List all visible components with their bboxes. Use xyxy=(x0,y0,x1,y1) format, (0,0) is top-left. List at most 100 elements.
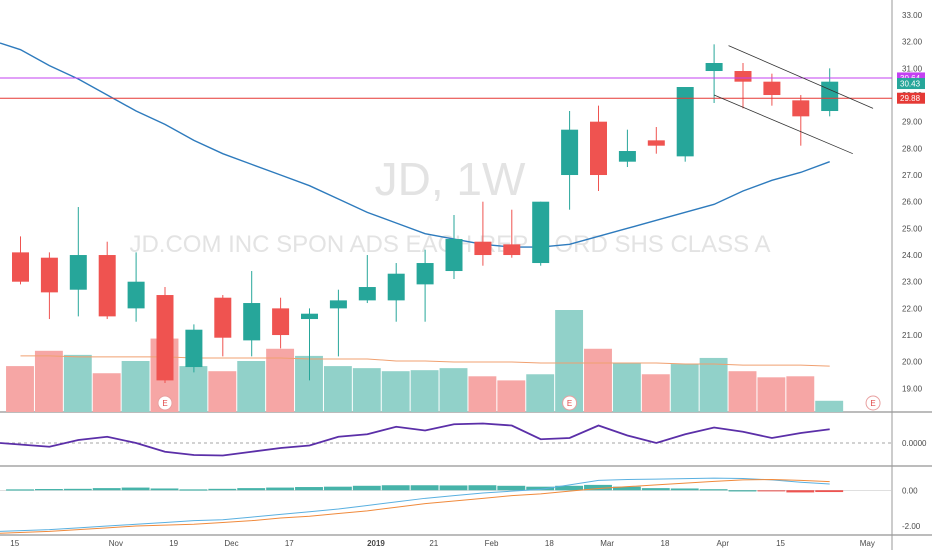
price-tick-label: 29.00 xyxy=(902,118,923,127)
earnings-marker-label: E xyxy=(567,399,572,408)
earnings-marker[interactable] xyxy=(157,395,173,411)
time-tick-label: Feb xyxy=(485,539,499,548)
candle-body[interactable] xyxy=(185,329,203,368)
candle-body[interactable] xyxy=(676,87,694,157)
macd-histogram-bar xyxy=(6,489,34,491)
volume-ma-line xyxy=(20,355,830,367)
candle-body[interactable] xyxy=(561,129,579,176)
time-tick-label: Mar xyxy=(600,539,614,548)
candle-body[interactable] xyxy=(734,71,752,82)
candle-body[interactable] xyxy=(156,295,174,381)
candle-body[interactable] xyxy=(474,241,492,256)
trend-channel-line xyxy=(728,45,874,109)
price-tag-label: 30.43 xyxy=(900,80,921,89)
volume-bar xyxy=(381,371,410,412)
volume-bar xyxy=(786,376,815,412)
candle-body[interactable] xyxy=(40,257,58,293)
candle-body[interactable] xyxy=(532,201,550,264)
macd-histogram-bar xyxy=(786,490,815,493)
candle-body[interactable] xyxy=(358,287,376,301)
volume-bar xyxy=(641,374,670,412)
candle-body[interactable] xyxy=(301,313,318,320)
macd-histogram-bar xyxy=(63,488,92,491)
trend-channel-line xyxy=(713,94,853,155)
candle-body[interactable] xyxy=(329,300,347,309)
candle-body[interactable] xyxy=(590,121,607,176)
candle-body[interactable] xyxy=(503,244,521,256)
price-tick-label: 20.00 xyxy=(902,358,923,367)
moving-average-layer xyxy=(0,42,830,248)
macd-histogram-bar xyxy=(728,490,757,492)
macd-histogram-bar xyxy=(699,489,728,491)
volume-bar xyxy=(323,366,352,412)
macd-histogram-bar xyxy=(584,484,612,491)
candle-body[interactable] xyxy=(792,100,810,117)
price-tick-label: 27.00 xyxy=(902,171,923,180)
price-tick-label: 24.00 xyxy=(902,251,923,260)
macd-tick-label: 0.00 xyxy=(902,486,918,495)
volume-bar xyxy=(179,366,208,412)
candle-body[interactable] xyxy=(69,255,87,290)
oscillator-tick-label: 0.0000 xyxy=(902,439,927,448)
time-tick-label: 15 xyxy=(10,539,19,548)
earnings-marker[interactable] xyxy=(562,395,578,411)
time-tick-label: 21 xyxy=(429,539,438,548)
volume-bar xyxy=(266,348,295,412)
volume-bar xyxy=(34,350,63,412)
time-tick-label: 17 xyxy=(285,539,294,548)
candle-body[interactable] xyxy=(416,263,434,285)
candle-body[interactable] xyxy=(618,151,636,162)
candle-body[interactable] xyxy=(821,81,839,112)
price-tick-label: 19.00 xyxy=(902,384,923,393)
volume-bar xyxy=(6,366,34,412)
earnings-marker-label: E xyxy=(162,399,167,408)
macd-histogram-bar xyxy=(641,488,670,491)
volume-bar xyxy=(352,368,381,412)
price-tag-box xyxy=(897,78,925,90)
candle-body[interactable] xyxy=(445,239,463,272)
candle-body[interactable] xyxy=(272,308,290,336)
time-tick-label: 15 xyxy=(776,539,785,548)
macd-line xyxy=(0,477,830,532)
macd-histogram-bar xyxy=(410,485,439,491)
macd-histogram-bar xyxy=(295,487,323,491)
price-tick-label: 31.00 xyxy=(902,64,923,73)
oscillator-line xyxy=(0,422,830,457)
volume-layer xyxy=(6,310,844,412)
volume-bar xyxy=(670,364,699,412)
time-tick-label: Apr xyxy=(717,539,730,548)
candle-body[interactable] xyxy=(127,281,145,309)
earnings-marker[interactable] xyxy=(865,395,881,411)
time-axis[interactable]: 15 Nov 19 Dec 17 2019 21 Feb 18 Mar 18 Apr 15 May xyxy=(10,539,875,548)
candle-body[interactable] xyxy=(98,255,116,317)
candle-body[interactable] xyxy=(214,297,232,338)
macd-histogram-bar xyxy=(381,485,410,491)
candle-body[interactable] xyxy=(647,140,665,146)
candle-body[interactable] xyxy=(12,252,29,282)
time-tick-label: Nov xyxy=(109,539,123,548)
macd-histogram-bar xyxy=(208,488,237,491)
watermark-symbol: JD, 1W xyxy=(375,153,526,205)
macd-histogram-bar xyxy=(237,488,266,491)
candle-body[interactable] xyxy=(243,303,261,341)
candles-layer[interactable] xyxy=(12,44,839,384)
candle-body[interactable] xyxy=(705,63,723,72)
volume-bar xyxy=(468,376,497,412)
candle-body[interactable] xyxy=(387,273,405,301)
macd-histogram-bar xyxy=(266,487,295,491)
volume-bar xyxy=(121,361,150,412)
macd-histogram-bar xyxy=(497,485,526,491)
candle-body[interactable] xyxy=(763,81,781,96)
volume-bar xyxy=(612,363,641,412)
volume-bar xyxy=(555,310,584,412)
price-tick-label: 33.00 xyxy=(902,11,923,20)
macd-histogram-bar xyxy=(815,490,844,493)
macd-histogram-bar xyxy=(352,485,381,491)
price-tag-box xyxy=(897,72,925,84)
price-tick-label: 21.00 xyxy=(902,331,923,340)
price-moving-average-line xyxy=(0,42,830,248)
